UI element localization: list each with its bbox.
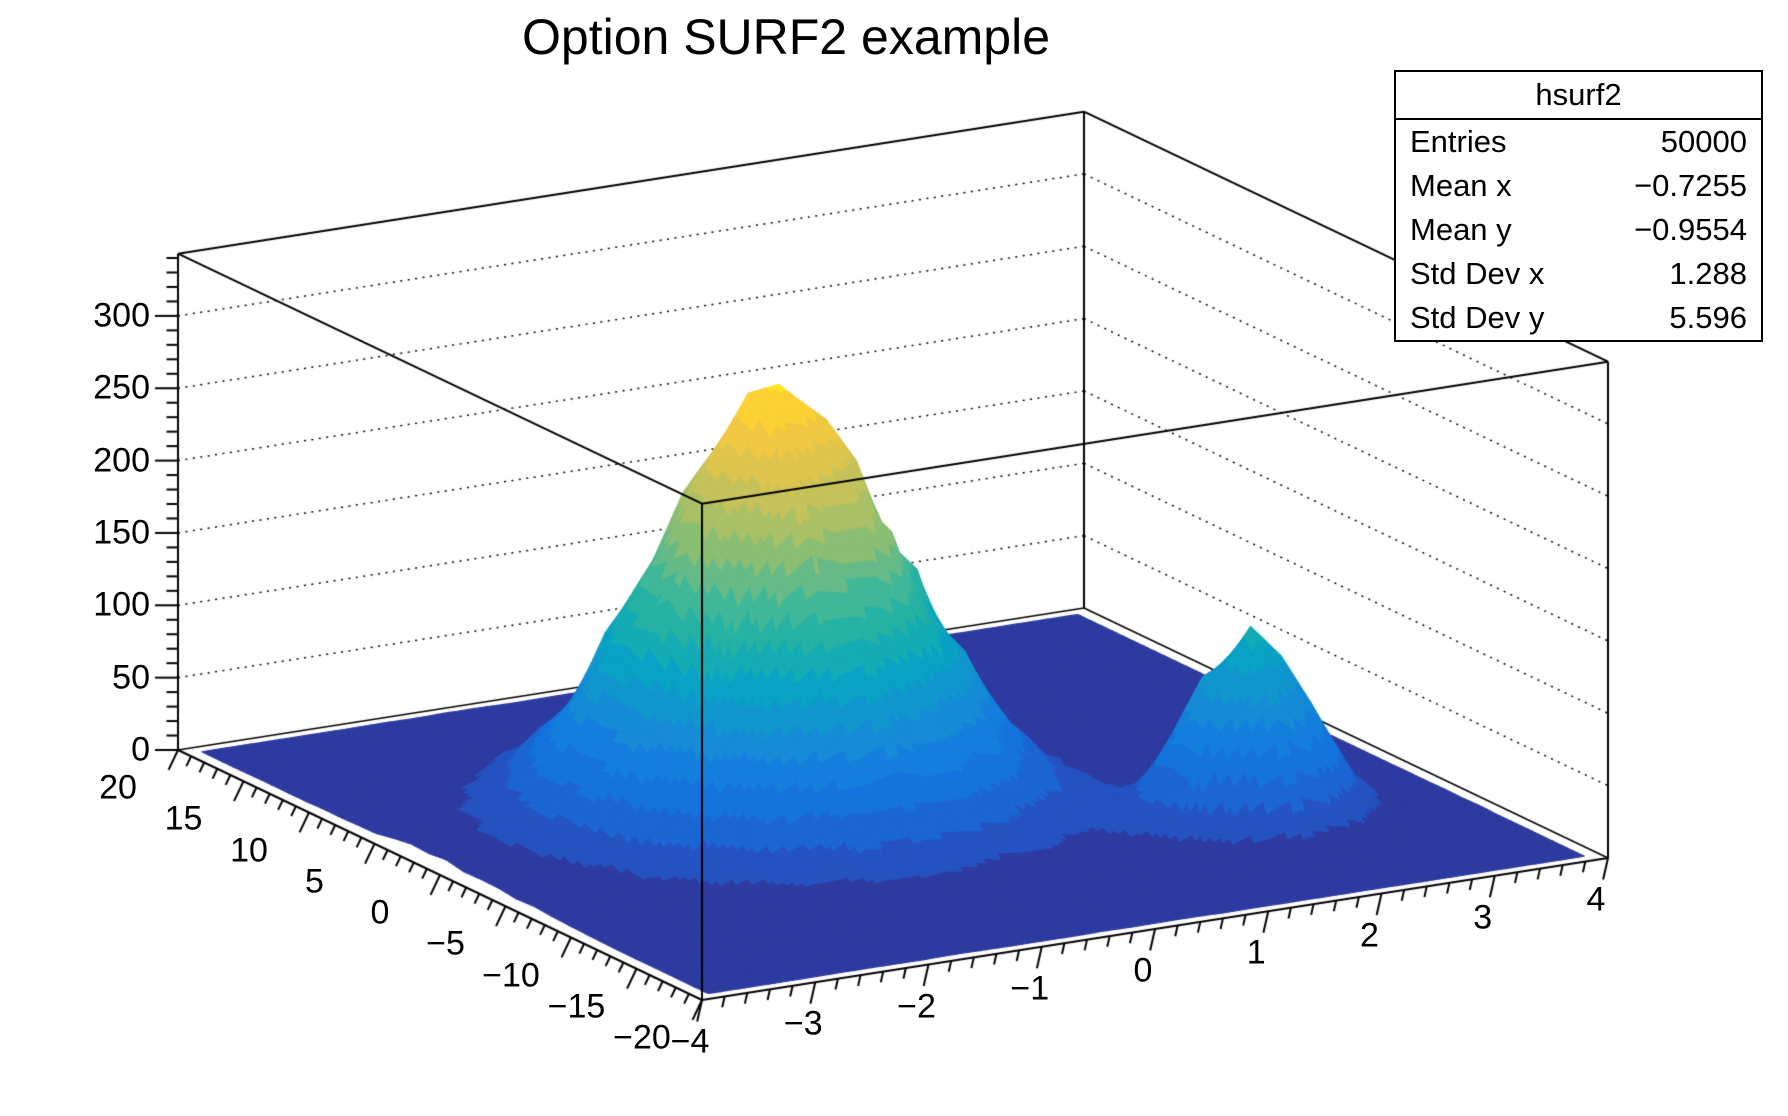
z-axis-tick-label: 50 <box>112 658 150 697</box>
z-axis-tick-label: 250 <box>93 368 150 407</box>
x-axis-tick-label: −4 <box>670 1022 710 1061</box>
stats-label: Mean y <box>1410 212 1512 247</box>
x-axis-tick-label: 1 <box>1246 933 1266 972</box>
stats-label: Std Dev y <box>1410 300 1545 335</box>
z-axis-tick-label: 100 <box>93 585 150 624</box>
chart-title: Option SURF2 example <box>521 9 1051 65</box>
stats-value: −0.9554 <box>1634 212 1747 247</box>
x-axis-tick-label: 3 <box>1473 898 1493 937</box>
x-axis-tick-label: −3 <box>783 1004 823 1043</box>
stats-value: 1.288 <box>1669 256 1747 291</box>
y-axis-tick-label: −10 <box>482 956 540 994</box>
stats-box-title: hsurf2 <box>1396 72 1761 120</box>
stats-row-stddev-y: Std Dev y 5.596 <box>1396 296 1761 340</box>
z-axis-tick-label: 200 <box>93 441 150 480</box>
stats-value: 5.596 <box>1669 300 1747 335</box>
z-axis-tick-label: 300 <box>93 296 150 335</box>
stats-row-stddev-x: Std Dev x 1.288 <box>1396 252 1761 296</box>
y-axis-tick-label: −15 <box>547 987 606 1026</box>
stats-value: −0.7255 <box>1634 168 1747 203</box>
stats-label: Mean x <box>1410 168 1512 203</box>
x-axis-tick-label: 4 <box>1586 880 1606 919</box>
stats-row-entries: Entries 50000 <box>1396 120 1761 164</box>
y-axis-tick-label: 15 <box>164 799 203 838</box>
z-axis-tick-label: 0 <box>131 730 150 769</box>
y-axis-tick-label: 0 <box>370 893 390 932</box>
y-axis-tick-label: −20 <box>613 1018 671 1057</box>
stats-row-mean-x: Mean x −0.7255 <box>1396 164 1761 208</box>
x-axis-tick-label: 0 <box>1133 951 1153 990</box>
stats-label: Std Dev x <box>1410 256 1545 291</box>
y-axis-tick-label: −5 <box>426 924 465 963</box>
x-axis-tick-label: 2 <box>1360 916 1379 954</box>
x-axis-tick-label: −1 <box>1010 969 1050 1008</box>
stats-label: Entries <box>1410 124 1507 159</box>
z-axis-tick-label: 150 <box>93 513 150 552</box>
stats-box: hsurf2 Entries 50000 Mean x −0.7255 Mean… <box>1394 70 1763 342</box>
stats-value: 50000 <box>1660 124 1747 159</box>
x-axis-tick-label: −2 <box>897 987 936 1025</box>
y-axis-tick-label: 10 <box>230 831 268 869</box>
stats-row-mean-y: Mean y −0.9554 <box>1396 208 1761 252</box>
y-axis-tick-label: 20 <box>99 768 137 807</box>
y-axis-tick-label: 5 <box>305 862 324 901</box>
